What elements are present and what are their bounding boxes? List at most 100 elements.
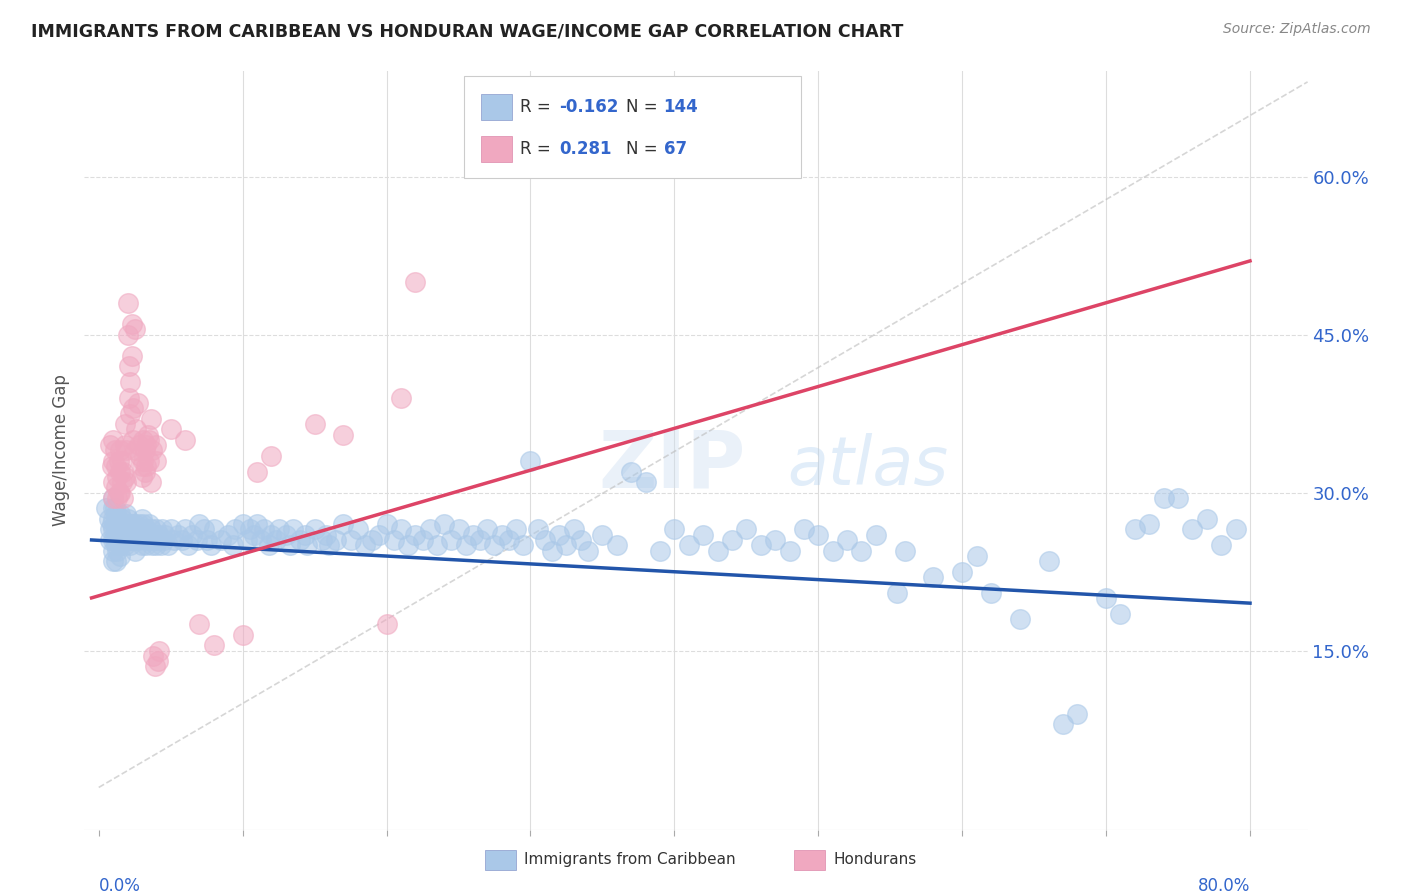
Point xyxy=(111,454,134,468)
Point xyxy=(131,512,153,526)
Point xyxy=(146,533,169,547)
Point xyxy=(141,443,163,458)
Point xyxy=(121,533,143,547)
Point xyxy=(135,438,157,452)
Point xyxy=(121,517,143,532)
Point xyxy=(125,523,148,537)
Point xyxy=(111,475,134,489)
Point xyxy=(105,554,128,568)
Text: 67: 67 xyxy=(664,140,686,158)
Point xyxy=(135,459,157,474)
Point xyxy=(1225,523,1247,537)
Point xyxy=(148,643,170,657)
Point xyxy=(145,538,167,552)
Point xyxy=(484,538,506,552)
Point xyxy=(865,527,887,541)
Point xyxy=(404,527,426,541)
Point xyxy=(124,517,146,532)
Text: Immigrants from Caribbean: Immigrants from Caribbean xyxy=(524,853,737,867)
Point xyxy=(606,538,628,552)
Point xyxy=(145,438,167,452)
Point xyxy=(131,527,153,541)
Text: 144: 144 xyxy=(664,98,699,116)
Point xyxy=(526,523,548,537)
Point xyxy=(132,454,155,468)
Point xyxy=(135,538,157,552)
Point xyxy=(1137,517,1160,532)
Point xyxy=(143,533,166,547)
Point xyxy=(368,527,391,541)
Point xyxy=(108,517,131,532)
Point xyxy=(202,523,225,537)
Point xyxy=(440,533,463,547)
Point xyxy=(101,501,124,516)
Point xyxy=(264,533,287,547)
Point xyxy=(304,523,326,537)
Point xyxy=(294,527,316,541)
Point xyxy=(134,443,156,458)
Point xyxy=(132,517,155,532)
Point xyxy=(138,454,160,468)
Point xyxy=(138,517,160,532)
Point xyxy=(1109,607,1132,621)
Point xyxy=(103,533,125,547)
Point xyxy=(101,533,124,547)
Point xyxy=(950,565,973,579)
Point xyxy=(172,533,194,547)
Point xyxy=(128,517,150,532)
Point xyxy=(396,538,419,552)
Point xyxy=(134,465,156,479)
Point xyxy=(128,438,150,452)
Point xyxy=(202,638,225,652)
Point xyxy=(1211,538,1233,552)
Point xyxy=(105,523,128,537)
Point xyxy=(152,533,174,547)
Point xyxy=(239,523,262,537)
Point xyxy=(200,538,222,552)
Point xyxy=(315,527,337,541)
Point xyxy=(121,349,143,363)
Point xyxy=(98,533,121,547)
Point xyxy=(105,480,128,494)
Point xyxy=(186,533,208,547)
Point xyxy=(162,533,184,547)
Point xyxy=(120,538,142,552)
Point xyxy=(217,527,239,541)
Point xyxy=(149,538,172,552)
Point xyxy=(101,512,124,526)
Point xyxy=(304,417,326,431)
Point xyxy=(664,523,686,537)
Point xyxy=(131,459,153,474)
Point xyxy=(101,491,124,505)
Point xyxy=(181,527,204,541)
Point xyxy=(246,517,269,532)
Text: IMMIGRANTS FROM CARIBBEAN VS HONDURAN WAGE/INCOME GAP CORRELATION CHART: IMMIGRANTS FROM CARIBBEAN VS HONDURAN WA… xyxy=(31,22,903,40)
Point xyxy=(512,538,534,552)
Point xyxy=(980,585,1002,599)
Point xyxy=(807,527,830,541)
Point xyxy=(98,523,121,537)
Point xyxy=(153,527,176,541)
Point xyxy=(114,523,136,537)
Text: N =: N = xyxy=(626,98,662,116)
Point xyxy=(112,491,135,505)
Point xyxy=(117,512,139,526)
Point xyxy=(253,523,276,537)
Point xyxy=(122,523,145,537)
Point xyxy=(127,527,149,541)
Point xyxy=(267,523,290,537)
Point xyxy=(101,475,124,489)
Point xyxy=(851,543,873,558)
Text: R =: R = xyxy=(520,140,557,158)
Point xyxy=(139,523,162,537)
Point xyxy=(107,512,129,526)
Point xyxy=(290,533,312,547)
Point xyxy=(634,475,657,489)
Point xyxy=(110,549,132,563)
Point xyxy=(143,659,166,673)
Point xyxy=(101,543,124,558)
Point xyxy=(108,527,131,541)
Point xyxy=(297,538,319,552)
Point xyxy=(148,527,170,541)
Point xyxy=(103,501,125,516)
